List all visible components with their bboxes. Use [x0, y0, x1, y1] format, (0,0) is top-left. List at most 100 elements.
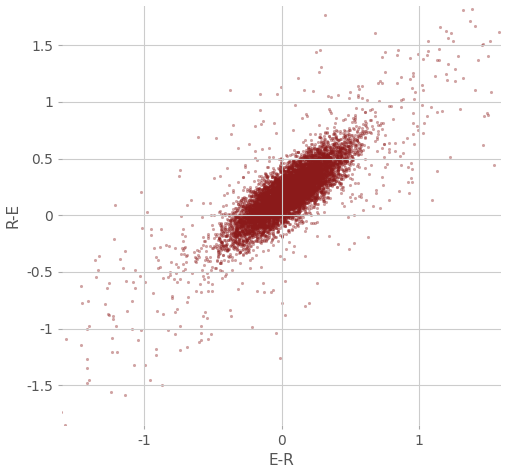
Point — [322, 183, 330, 191]
Point — [279, 197, 287, 204]
Point — [265, 217, 273, 225]
Point — [264, 184, 272, 191]
Point — [269, 211, 277, 219]
Point — [257, 193, 265, 201]
Point — [332, 163, 340, 171]
Point — [337, 136, 345, 143]
Point — [299, 171, 307, 178]
Point — [280, 191, 288, 198]
Point — [273, 196, 281, 204]
Point — [304, 185, 312, 193]
Point — [308, 186, 316, 193]
Point — [259, 219, 267, 227]
Point — [320, 157, 328, 165]
Point — [277, 191, 285, 198]
Point — [259, 202, 267, 210]
Point — [283, 193, 291, 201]
Point — [183, 251, 191, 259]
Point — [285, 184, 294, 192]
Point — [418, 81, 426, 89]
Point — [306, 187, 314, 195]
Point — [244, 203, 252, 210]
Point — [305, 173, 313, 181]
Point — [265, 153, 273, 161]
Point — [301, 191, 309, 199]
Point — [304, 144, 312, 152]
Point — [248, 216, 257, 223]
Point — [259, 215, 267, 222]
Point — [322, 137, 331, 145]
Point — [271, 201, 279, 209]
Point — [262, 210, 270, 218]
Point — [284, 179, 293, 187]
Point — [274, 201, 282, 209]
Point — [278, 188, 286, 195]
Point — [307, 166, 315, 173]
Point — [267, 196, 275, 204]
Point — [308, 158, 316, 166]
Point — [178, 230, 187, 237]
Point — [279, 208, 287, 215]
Point — [287, 183, 295, 191]
Point — [272, 210, 280, 218]
Point — [243, 219, 251, 226]
Point — [329, 162, 337, 169]
Point — [276, 213, 284, 221]
Point — [261, 210, 269, 217]
Point — [311, 172, 319, 180]
Point — [293, 189, 301, 197]
Point — [287, 205, 296, 213]
Point — [302, 176, 310, 184]
Point — [279, 190, 287, 198]
Point — [315, 180, 323, 187]
Point — [313, 168, 321, 175]
Point — [307, 169, 315, 176]
Point — [288, 188, 296, 196]
Point — [253, 209, 261, 216]
Point — [302, 146, 310, 154]
Point — [291, 201, 299, 209]
Point — [226, 216, 234, 224]
Point — [273, 190, 281, 198]
Point — [273, 193, 281, 201]
Point — [303, 199, 311, 206]
Point — [264, 204, 272, 212]
Point — [334, 147, 342, 155]
Point — [285, 168, 294, 176]
Point — [305, 193, 313, 201]
Point — [269, 196, 277, 203]
Point — [280, 181, 288, 189]
Point — [293, 202, 301, 210]
Point — [289, 195, 297, 203]
Point — [419, 55, 427, 63]
Point — [278, 175, 286, 182]
Point — [254, 203, 262, 210]
Point — [282, 201, 290, 209]
Point — [261, 203, 269, 211]
Point — [293, 198, 301, 205]
Point — [322, 146, 331, 154]
Point — [279, 203, 287, 211]
Point — [263, 208, 271, 215]
Point — [285, 189, 293, 196]
Point — [323, 163, 331, 171]
Point — [285, 201, 293, 209]
Point — [305, 190, 313, 198]
Point — [295, 167, 303, 174]
Point — [365, 170, 373, 178]
Point — [291, 181, 299, 188]
Point — [343, 138, 351, 146]
Point — [293, 189, 301, 197]
Point — [322, 170, 330, 177]
Point — [272, 200, 280, 208]
Point — [306, 170, 314, 177]
Point — [241, 248, 249, 255]
Point — [292, 216, 300, 224]
Point — [275, 201, 283, 209]
Point — [305, 183, 313, 191]
Point — [328, 164, 336, 171]
Point — [295, 177, 303, 185]
Point — [323, 190, 332, 197]
Point — [264, 197, 272, 205]
Point — [315, 164, 323, 172]
